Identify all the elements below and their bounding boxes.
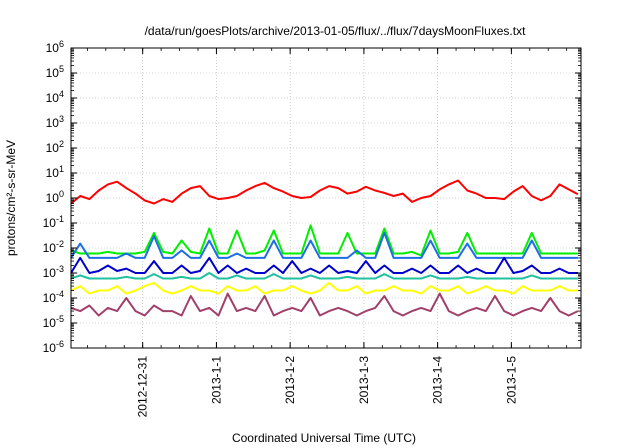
series-line-4 — [70, 256, 578, 274]
series-line-3 — [70, 231, 578, 259]
y-tick-label: 101 — [46, 164, 64, 180]
x-tick-label: 2013-1-1 — [209, 356, 223, 404]
y-tick-label: 103 — [46, 114, 64, 130]
y-tick-label: 105 — [46, 64, 64, 80]
x-tick-label: 2013-1-3 — [357, 356, 371, 404]
series-line-7 — [70, 292, 579, 317]
series-layer — [70, 179, 579, 317]
y-tick-label: 10-4 — [43, 289, 64, 305]
series-line-1 — [70, 179, 579, 205]
x-tick-label: 2013-1-5 — [504, 356, 518, 404]
y-tick-label: 10-3 — [43, 264, 64, 280]
x-axis-label: Coordinated Universal Time (UTC) — [232, 431, 416, 445]
y-tick-label: 10-2 — [43, 239, 64, 255]
y-tick-label: 10-6 — [43, 339, 64, 355]
ticks — [71, 47, 581, 349]
y-tick-label: 10-1 — [43, 214, 64, 230]
y-axis-label: protons/cm²-s-sr-MeV — [4, 140, 18, 256]
y-tick-label: 106 — [46, 39, 64, 55]
x-tick-label: 2013-1-2 — [283, 356, 297, 404]
x-tick-label: 2013-1-4 — [431, 356, 445, 404]
y-tick-label: 100 — [46, 189, 64, 205]
y-tick-label: 104 — [46, 89, 64, 105]
series-line-5 — [70, 272, 578, 280]
y-tick-label: 10-5 — [43, 314, 64, 330]
y-tick-label: 102 — [46, 139, 64, 155]
chart-title: /data/run/goesPlots/archive/2013-01-05/f… — [145, 24, 527, 38]
y-tick-labels: 10-6 10-5 10-4 10-3 10-2 10-1 100 101 102 103 104 1… — [43, 39, 64, 355]
grid-lines — [71, 48, 581, 348]
series-line-6 — [70, 281, 578, 295]
x-tick-labels: 2012-12-31 2013-1-1 2013-1-2 2013-1-3 2013-1… — [136, 356, 519, 418]
x-tick-label: 2012-12-31 — [136, 356, 150, 418]
series-line-2 — [70, 224, 578, 257]
